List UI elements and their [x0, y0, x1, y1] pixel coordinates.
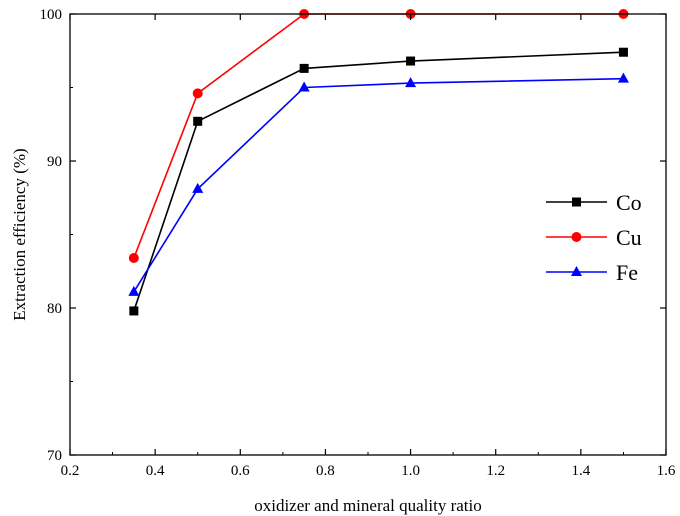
series-line-cu: [133, 13, 624, 259]
legend-marker-fe: [571, 266, 582, 276]
legend: Co Cu Fe: [546, 190, 642, 285]
x-tick-label: 0.4: [146, 463, 165, 479]
data-point-co: [129, 306, 139, 316]
series-cu: [128, 9, 629, 264]
data-point-fe: [298, 81, 310, 92]
x-tick-label: 0.2: [61, 463, 80, 479]
legend-item-fe: Fe: [546, 260, 638, 285]
data-point-co: [299, 63, 309, 73]
x-axis: 0.2 0.4 0.6 0.8 1.0 1.2 1.4 1.6: [61, 14, 676, 479]
data-point-fe: [192, 182, 204, 193]
legend-marker-co: [572, 197, 581, 207]
y-tick-label: 70: [47, 448, 62, 464]
data-point-fe: [405, 77, 417, 88]
legend-label-co: Co: [616, 190, 642, 215]
x-tick-label: 1.6: [657, 463, 676, 479]
legend-marker-cu: [571, 232, 582, 242]
legend-label-cu: Cu: [616, 225, 642, 250]
y-axis: 70 80 90 100: [40, 7, 666, 464]
legend-label-fe: Fe: [616, 260, 638, 285]
y-tick-label: 90: [47, 154, 62, 170]
series-layer: [128, 9, 629, 316]
data-point-co: [618, 47, 628, 57]
data-point-fe: [617, 72, 629, 83]
x-axis-title: oxidizer and mineral quality ratio: [254, 496, 482, 515]
x-tick-label: 1.0: [401, 463, 420, 479]
data-point-co: [193, 116, 203, 126]
x-tick-label: 1.2: [486, 463, 505, 479]
data-point-fe: [128, 285, 140, 296]
data-point-cu: [128, 253, 139, 264]
x-tick-label: 1.4: [571, 463, 590, 479]
y-tick-label: 100: [40, 7, 63, 23]
y-axis-title: Extraction efficiency (%): [10, 148, 29, 320]
data-point-cu: [192, 88, 203, 99]
x-tick-label: 0.8: [316, 463, 335, 479]
series-line-fe: [133, 77, 624, 293]
series-co: [129, 47, 628, 316]
legend-item-cu: Cu: [546, 225, 642, 250]
legend-item-co: Co: [546, 190, 642, 215]
y-tick-label: 80: [47, 301, 62, 317]
x-tick-label: 0.6: [231, 463, 250, 479]
data-point-co: [406, 56, 416, 66]
series-fe: [128, 72, 629, 296]
